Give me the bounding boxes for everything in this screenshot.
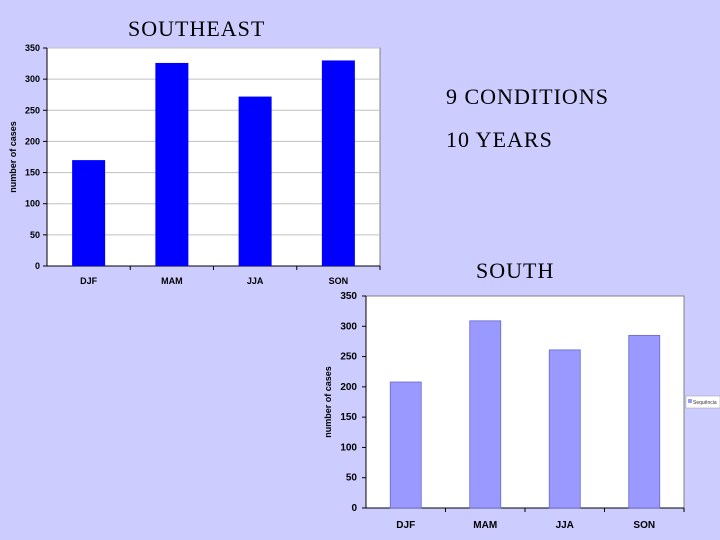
bar-jja [238,96,272,266]
y-tick-label: 100 [25,199,40,209]
bar-djf [72,160,106,266]
x-tick-label: JJA [247,276,264,286]
bar-mam [155,62,189,266]
y-tick-label: 250 [25,105,40,115]
x-tick-label: SON [633,520,655,531]
y-tick-label: 200 [340,382,357,393]
y-tick-label: 200 [25,136,40,146]
years-label: 10 YEARS [446,127,553,152]
x-tick-label: MAM [473,520,497,531]
y-tick-label: 150 [25,168,40,178]
bar-mam [469,320,502,509]
y-tick-label: 0 [351,503,357,514]
y-axis-label: number of cases [8,121,18,193]
x-tick-label: MAM [161,276,183,286]
y-tick-label: 350 [340,291,357,302]
x-tick-label: DJF [396,520,415,531]
bar-son [321,60,355,267]
x-tick-label: DJF [80,276,98,286]
y-tick-label: 350 [25,43,40,53]
bar-son [628,334,661,509]
y-tick-label: 250 [340,352,357,363]
legend-box [685,395,720,409]
legend-label: Sequência [693,400,717,406]
y-tick-label: 150 [340,412,357,423]
bar-jja [548,349,581,509]
y-tick-label: 0 [35,261,40,271]
y-tick-label: 50 [346,473,358,484]
y-axis-label: number of cases [323,366,333,438]
south-title: SOUTH [476,258,555,283]
conditions-label: 9 CONDITIONS [446,84,609,109]
y-tick-label: 300 [25,74,40,84]
y-tick-label: 100 [340,442,357,453]
y-tick-label: 300 [340,321,357,332]
x-tick-label: JJA [556,520,574,531]
legend-swatch [688,399,692,403]
bar-djf [389,381,422,509]
y-tick-label: 50 [30,230,40,240]
x-tick-label: SON [329,276,349,286]
southeast-title: SOUTHEAST [128,16,266,41]
